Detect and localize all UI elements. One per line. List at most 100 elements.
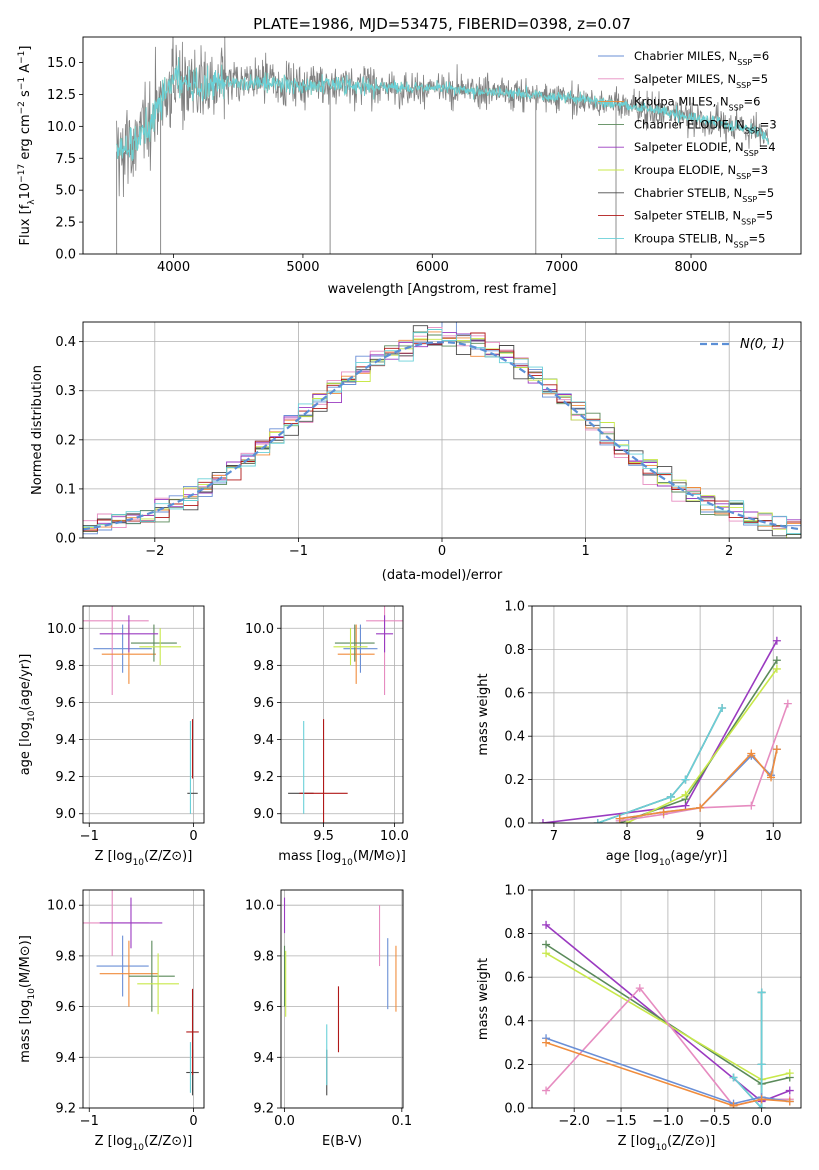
- spectrum-ylabel-part: −17: [17, 164, 27, 183]
- spectrum-ylabel-part: ]: [18, 46, 33, 51]
- weight_vs_age-series-salpeter-elodie-marker: [772, 636, 781, 645]
- legend-ssp: SSP: [736, 172, 751, 181]
- spectrum-legend-label: Chabrier MILES, NSSP=6: [634, 49, 769, 67]
- age_vs_Z-ylabel-sub: 10: [27, 710, 37, 722]
- age_vs_Z-panel: −1 09.09.29.49.69.810.0Z [log10(Z/Z⊙)]age…: [18, 605, 205, 868]
- weight_vs_age-series-kroupa-miles-marker: [767, 773, 776, 782]
- weight_vs_Z-series-kroupa-miles-marker: [729, 1101, 738, 1108]
- weight_vs_age-series-chabrier-elodie-marker: [772, 656, 781, 665]
- mass_vs_ebv-plot-area: [281, 890, 403, 1108]
- legend-ssp: SSP: [729, 103, 744, 112]
- weight_vs_age-plot-area: [532, 606, 801, 823]
- age_vs_mass-xlabel-end: (M/M⊙)]: [353, 849, 406, 864]
- age_vs_mass-xlabel-main: mass [log: [278, 849, 341, 864]
- weight_vs_age-ytick-label: 0.8: [504, 643, 525, 658]
- weight_vs_Z-plot-area: [532, 890, 801, 1108]
- age_vs_Z-ytick-label: 9.4: [55, 733, 76, 748]
- residuals-frame: [82, 321, 802, 539]
- spectrum-model-line-cyan: [116, 56, 770, 162]
- weight_vs_age-series-kroupa-stelib-marker: [593, 819, 602, 823]
- age_vs_Z-xlabel-end: (Z/Z⊙)]: [144, 849, 192, 864]
- age_vs_Z-ylabel: age [log10(age/yr)]: [18, 654, 37, 776]
- spectrum-xtick-label: 5000: [286, 260, 319, 275]
- weight_vs_age-series-kroupa-stelib-marker: [666, 792, 675, 801]
- weight_vs_Z-ytick-label: 0.4: [504, 1014, 525, 1029]
- weight_vs_age-series-kroupa-miles-marker: [696, 803, 705, 812]
- weight_vs_Z-xtick-label: −1.5: [605, 1114, 637, 1129]
- weight_vs_age-ylabel: mass weight: [476, 673, 491, 755]
- age_vs_Z-ytick-label: 9.8: [55, 659, 76, 674]
- mass_vs_Z-ylabel-main: mass [log: [18, 1000, 33, 1063]
- weight_vs_Z-series-kroupa-stelib-marker: [757, 988, 766, 997]
- weight_vs_Z-ytick-label: 0.6: [504, 971, 525, 986]
- weight_vs_Z-series-kroupa-miles-marker: [757, 1095, 766, 1104]
- age_vs_mass-frame: [280, 605, 404, 824]
- legend-name: Salpeter STELIB, N: [634, 209, 741, 223]
- legend-name: Kroupa ELODIE, N: [634, 163, 736, 177]
- spectrum-xtick-label: 8000: [674, 260, 707, 275]
- spectrum-legend-label: Kroupa STELIB, NSSP=5: [634, 231, 765, 249]
- mass_vs_Z-ytick-label: 9.8: [55, 949, 76, 964]
- weight_vs_age-series-kroupa-stelib-marker: [718, 703, 727, 712]
- weight_vs_Z-series-salpeter-miles-marker: [635, 984, 644, 993]
- mass_vs_Z-plot-area: [83, 890, 204, 1108]
- weight_vs_Z-series-kroupa-stelib-line: [732, 992, 763, 1108]
- legend-ssp: SSP: [736, 80, 751, 89]
- mass_vs_Z-xlabel-end: (Z/Z⊙)]: [144, 1134, 192, 1149]
- weight_vs_Z-series-kroupa-stelib-marker: [729, 1073, 738, 1082]
- weight_vs_age-series-salpeter-elodie-marker: [538, 819, 547, 823]
- weight_vs_age-xlabel-sub: 10: [659, 858, 671, 868]
- spectrum-ytick-label: 5.0: [55, 184, 76, 199]
- weight_vs_age-xlabel: age [log10(age/yr)]: [606, 849, 728, 868]
- weight_vs_Z-ytick-label: 0.0: [504, 1102, 525, 1117]
- spectrum-ylabel-part: 10: [18, 183, 33, 200]
- weight_vs_age-ytick-label: 0.6: [504, 686, 525, 701]
- weight_vs_Z-series-kroupa-miles-marker: [785, 1097, 794, 1106]
- residuals-ylabel: Normed distribution: [30, 365, 45, 495]
- spectrum-ylabel-part: Flux [f: [18, 204, 33, 245]
- spectrum-legend-label: Kroupa ELODIE, NSSP=3: [634, 163, 768, 181]
- mass_vs_Z-xtick-label: −1: [80, 1114, 99, 1129]
- spectrum-panel: 4000 5000 6000 7000 8000 0.0 2.5 5.0 7.5 10.0 12.5…: [17, 36, 802, 297]
- spectrum-ytick-label: 0.0: [55, 248, 76, 263]
- spectrum-plot-area: [116, 37, 770, 254]
- mass_vs_ebv-ytick-label: 9.2: [253, 1102, 274, 1117]
- mass_vs_Z-ytick-label: 9.6: [55, 1000, 76, 1015]
- age_vs_Z-xlabel: Z [log10(Z/Z⊙)]: [95, 849, 193, 868]
- residuals-ytick-label: 0.2: [55, 433, 76, 448]
- age_vs_mass-ytick-label: 9.4: [253, 733, 274, 748]
- age_vs_Z-xlabel-sub: 10: [133, 858, 145, 868]
- legend-ssp: SSP: [741, 217, 756, 226]
- weight_vs_Z-series-chabrier-miles-line: [545, 1037, 790, 1105]
- legend-name: Chabrier STELIB, N: [634, 186, 742, 200]
- age_vs_mass-xlabel-sub: 10: [341, 858, 353, 868]
- age_vs_Z-ytick-label: 9.2: [55, 770, 76, 785]
- weight_vs_Z-series-salpeter-miles-marker: [542, 1086, 551, 1095]
- spectrum-legend-label: Salpeter STELIB, NSSP=5: [634, 209, 773, 227]
- residuals-ytick-label: 0.1: [55, 482, 76, 497]
- age_vs_Z-xtick-label: −1: [80, 829, 99, 844]
- age_vs_mass-plot-area: [281, 606, 403, 823]
- residuals-xtick-label: 0: [438, 544, 446, 559]
- mass_vs_Z-ylabel: mass [log10(M/M⊙)]: [18, 935, 37, 1063]
- weight_vs_age-xlabel-main: age [log: [606, 849, 659, 864]
- weight_vs_Z-series-kroupa-elodie-marker: [785, 1069, 794, 1078]
- weight_vs_Z-xtick-label: 0.0: [751, 1114, 772, 1129]
- legend-nssp: =6: [752, 49, 769, 63]
- age_vs_Z-xtick-label: 0: [189, 829, 197, 844]
- legend-ssp: SSP: [737, 58, 752, 67]
- mass_vs_ebv-xlabel: E(B-V): [322, 1134, 362, 1149]
- mass_vs_ebv-ytick-label: 9.4: [253, 1051, 274, 1066]
- weight_vs_Z-ytick-label: 1.0: [504, 884, 525, 899]
- residuals-legend-label: N(0, 1): [740, 337, 785, 352]
- spectrum-xtick-label: 7000: [545, 260, 578, 275]
- weight_vs_age-series-salpeter-miles-marker: [783, 699, 792, 708]
- spectrum-ytick-label: 2.5: [55, 216, 76, 231]
- weight_vs_Z-series-kroupa-miles-line: [545, 1041, 790, 1107]
- weight_vs_age-xtick-label: 9: [696, 829, 704, 844]
- legend-ssp: SSP: [745, 126, 760, 135]
- weight_vs_Z-xlabel-end: (Z/Z⊙)]: [667, 1134, 715, 1149]
- legend-ssp: SSP: [742, 194, 757, 203]
- spectrum-frame: [82, 36, 802, 255]
- weight_vs_Z-panel: −2.0 −1.5 −1.0 −0.5 0.0 0.0 0.2 0.4 0.6 0.8 1.0 Z […: [476, 884, 802, 1153]
